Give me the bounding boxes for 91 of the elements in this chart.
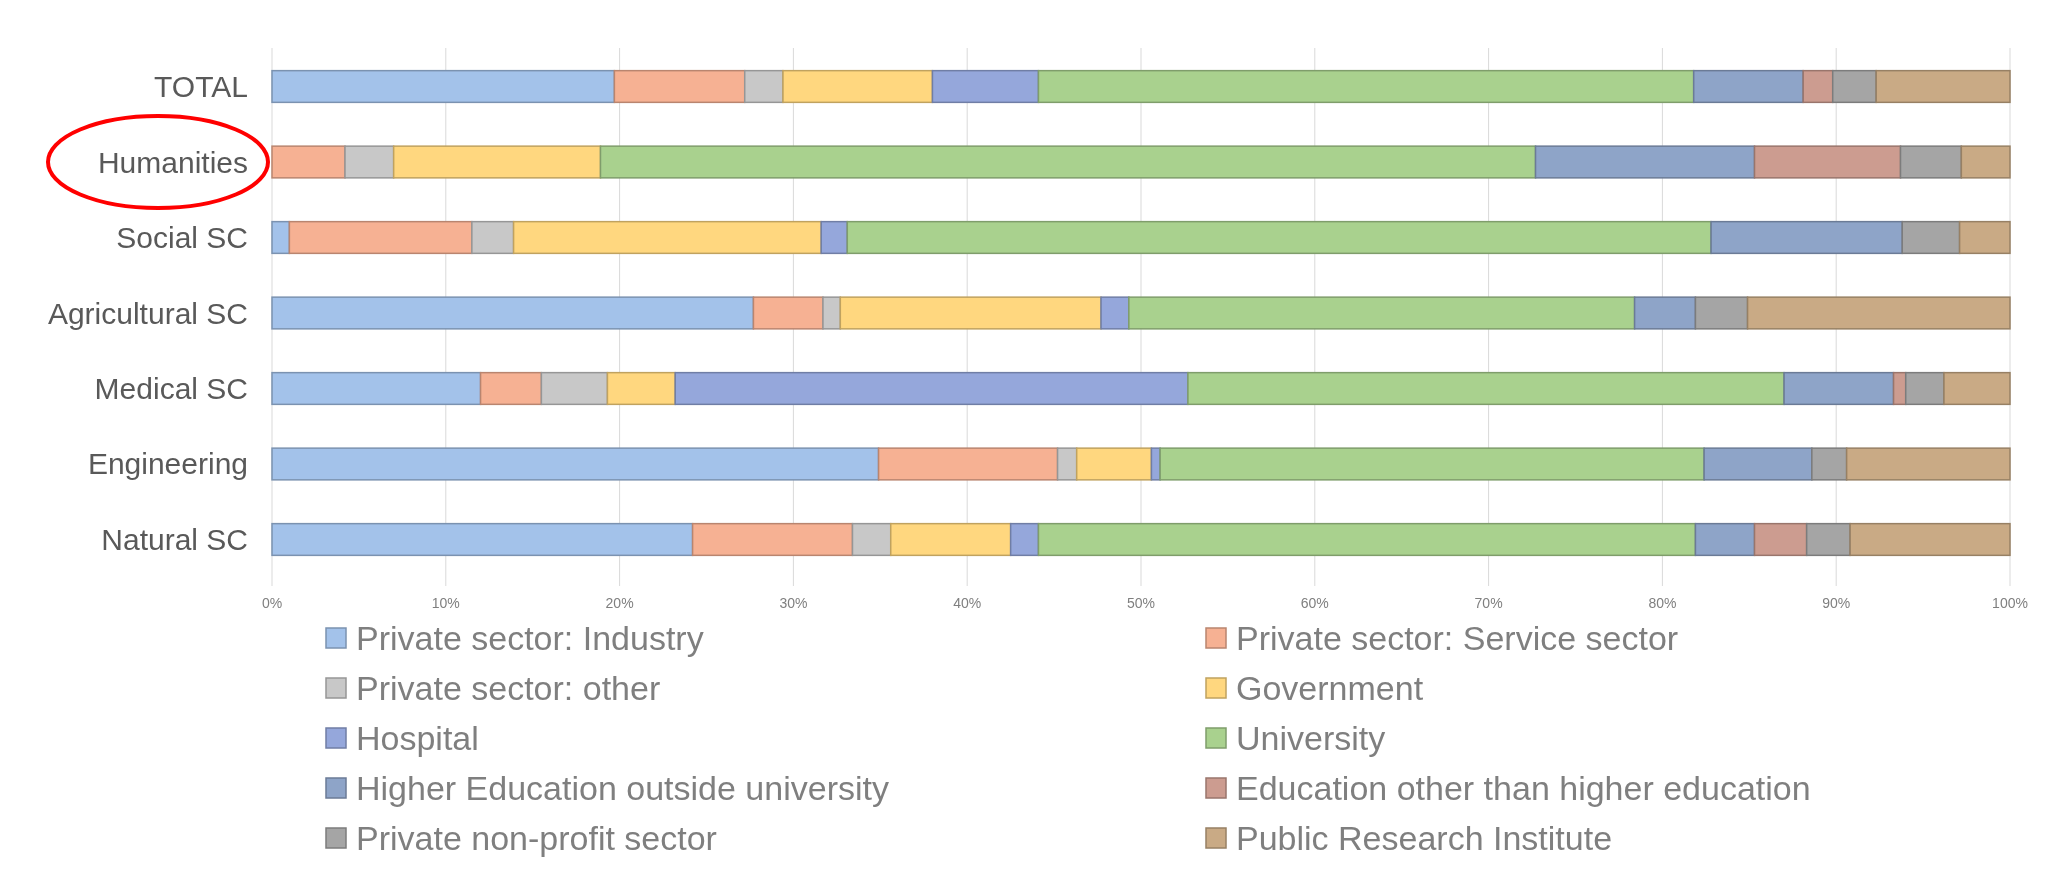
x-tick-label: 80% [1648,595,1677,611]
bar [1802,69,1834,104]
bar [1694,522,1756,557]
bar [1958,220,2011,255]
legend-label: Government [1236,669,1424,707]
bar [1746,296,2011,330]
bar [1899,145,1963,179]
bar [392,145,602,179]
legend-label: Private sector: other [356,669,661,707]
bar [512,220,822,255]
bar [271,145,346,179]
bar [1100,296,1130,330]
bar [1037,522,1697,557]
bar [1875,69,2011,104]
bar [1753,522,1808,557]
bar [1845,447,2011,481]
bar [288,220,473,255]
bar [851,522,892,557]
bar [846,220,1712,255]
bar [1633,296,1697,330]
x-tick-label: 0% [261,595,283,611]
bar [691,522,854,557]
bar [1805,522,1851,557]
bar [1187,371,1785,406]
bar [1783,371,1895,406]
y-tick-label: Medical SC [94,372,248,405]
bar [839,296,1102,330]
x-tick-label: 60% [1300,595,1329,611]
bar [1710,220,1903,255]
bar [931,69,1040,104]
bar [822,296,842,330]
legend-label: Private sector: Service sector [1236,619,1679,657]
legend-label: Education other than higher education [1236,769,1811,807]
bar [271,371,482,406]
legend-label: University [1236,719,1386,757]
x-tick-label: 100% [1992,595,2028,611]
bar [271,447,880,481]
bar [1943,371,2011,406]
legend-label: Hospital [356,719,479,757]
bar [1904,371,1945,406]
bar [1075,447,1153,481]
legend-label: Higher Education outside university [356,769,889,807]
bar [271,220,291,255]
y-tick-label: Humanities [97,145,248,179]
bar [1128,296,1636,330]
bar [613,69,746,104]
y-tick-label: Social SC [116,221,248,254]
y-tick-label: TOTAL [154,70,248,103]
bar [271,69,616,104]
bar [1901,220,1961,255]
x-tick-label: 90% [1822,595,1851,611]
bar [743,69,784,104]
bar [344,145,395,179]
bar [540,371,609,406]
bar [877,447,1059,481]
y-tick-label: Engineering [87,447,248,481]
legend-label: Private sector: Industry [356,619,704,657]
bar [1009,522,1040,557]
bar [606,371,676,406]
bar [1534,145,1756,179]
x-tick-label: 30% [779,595,808,611]
bar [674,371,1189,406]
bar [471,220,515,255]
bar [1159,447,1705,481]
bar [271,296,755,330]
x-tick-label: 40% [953,595,982,611]
bar [479,371,543,406]
x-tick-label: 70% [1474,595,1503,611]
x-tick-label: 50% [1126,595,1156,611]
bar [1703,447,1813,481]
bar [1811,447,1848,481]
bar [599,145,1537,179]
bar [1056,447,1078,481]
y-tick-label: Natural SC [101,523,248,556]
bar [1753,145,1902,179]
bar [889,522,1012,557]
bar [820,220,849,255]
bar [1849,522,2011,557]
bar [1692,69,1804,104]
x-tick-label: 20% [605,595,634,611]
bar [782,69,934,104]
x-tick-label: 10% [431,595,460,611]
bar [752,296,824,330]
legend-label: Private non-profit sector [356,819,717,857]
bar [1694,296,1749,330]
bar [1960,145,2011,179]
bar [1037,69,1695,104]
legend-label: Public Research Institute [1236,819,1613,857]
bar [271,522,694,557]
bar [1831,69,1877,104]
y-tick-label: Agricultural SC [47,296,248,330]
